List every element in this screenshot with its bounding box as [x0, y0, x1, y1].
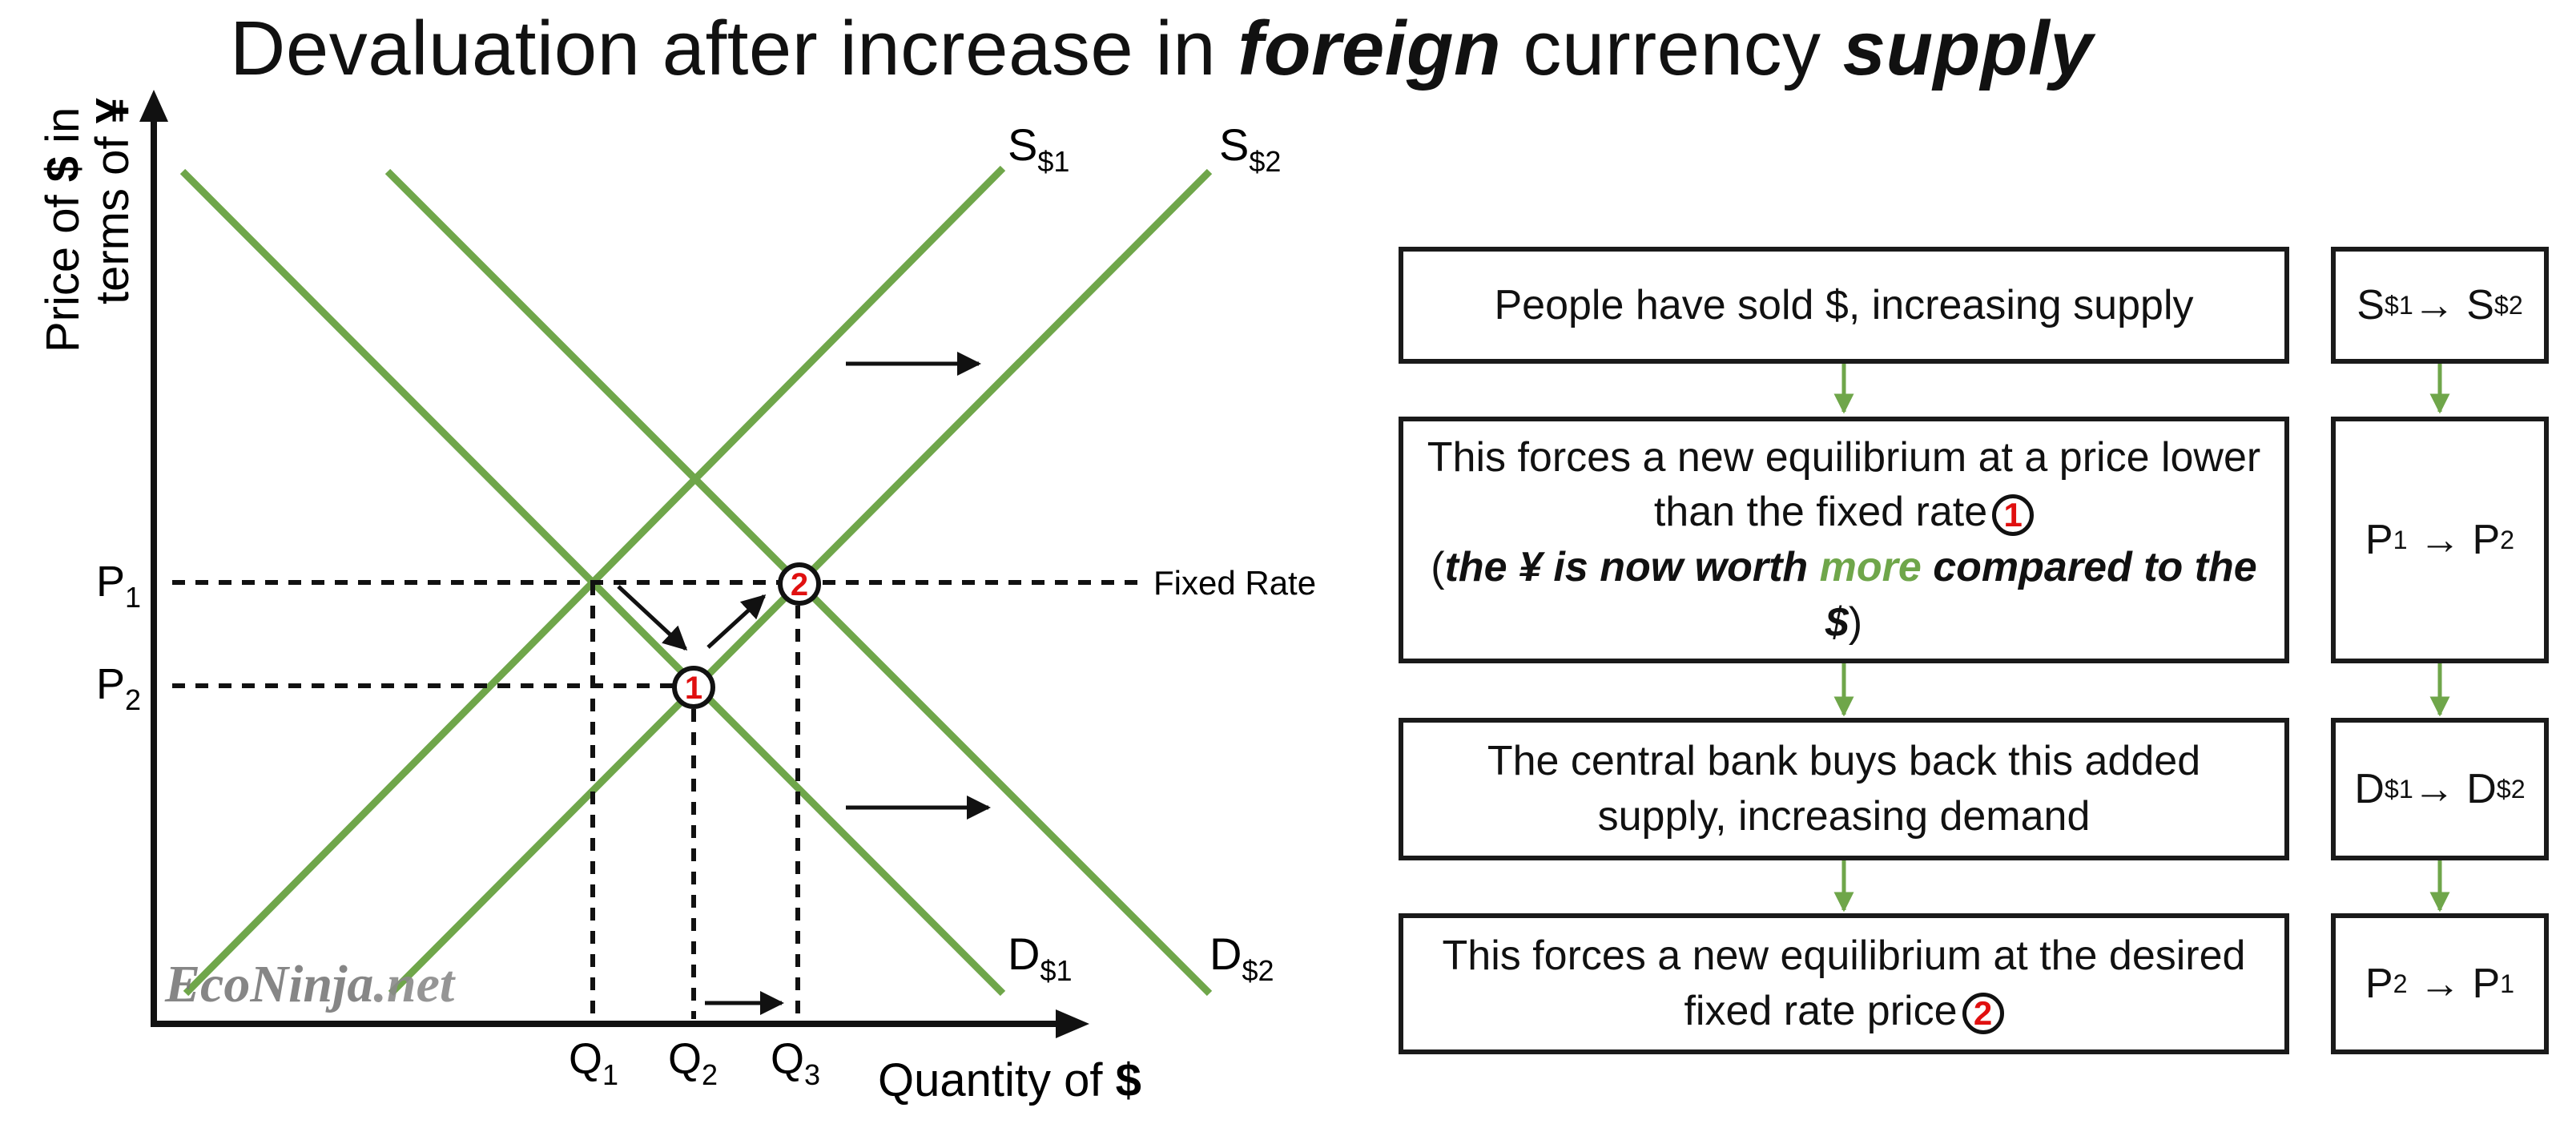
title-emphasis-foreign: foreign — [1238, 6, 1502, 91]
flow-step-3: The central bank buys back this added su… — [1399, 718, 2289, 860]
label-d2: D$2 — [1210, 929, 1274, 987]
label-s1: S$1 — [1008, 119, 1069, 178]
y-axis-title: Price of $ in terms of ¥ — [37, 98, 139, 352]
watermark: EcoNinja.net — [164, 955, 456, 1013]
svg-text:1: 1 — [685, 671, 702, 706]
side-box-demand-shift: D $1 → D $2 — [2331, 718, 2549, 860]
svg-text:Price of $ in: Price of $ in — [37, 107, 89, 352]
side-box-supply-shift: S $1 → S $2 — [2331, 247, 2549, 364]
svg-text:terms of ¥: terms of ¥ — [87, 98, 139, 304]
move-to-eq1-arrow — [617, 585, 688, 651]
equilibrium-marker-ref-2: 2 — [1962, 993, 2004, 1035]
label-p1: P1 — [96, 558, 141, 614]
label-fixed-rate: Fixed Rate — [1153, 564, 1316, 602]
label-s2: S$2 — [1219, 119, 1281, 178]
label-p2: P2 — [96, 660, 141, 716]
x-axis-title: Quantity of $ — [878, 1054, 1141, 1106]
y-axis-arrowhead — [139, 90, 168, 122]
equilibrium-marker-1: 1 — [672, 666, 715, 709]
move-to-eq2-arrow — [706, 594, 767, 649]
label-q1: Q1 — [569, 1035, 618, 1091]
label-d1: D$1 — [1008, 929, 1073, 987]
flow-step-2: This forces a new equilibrium at a price… — [1399, 417, 2289, 663]
x-axis-arrowhead — [1056, 1009, 1089, 1038]
title-emphasis-supply: supply — [1842, 6, 2093, 91]
equilibrium-marker-ref-1: 1 — [1992, 494, 2035, 536]
svg-text:2: 2 — [791, 567, 808, 602]
equilibrium-marker-2: 2 — [778, 562, 821, 606]
flow-step-4: This forces a new equilibrium at the des… — [1399, 913, 2289, 1054]
label-q3: Q3 — [771, 1035, 820, 1091]
flow-step-1: People have sold $, increasing supply — [1399, 247, 2289, 364]
page-title: Devaluation after increase in foreign cu… — [230, 6, 2093, 91]
label-q2: Q2 — [668, 1035, 718, 1091]
